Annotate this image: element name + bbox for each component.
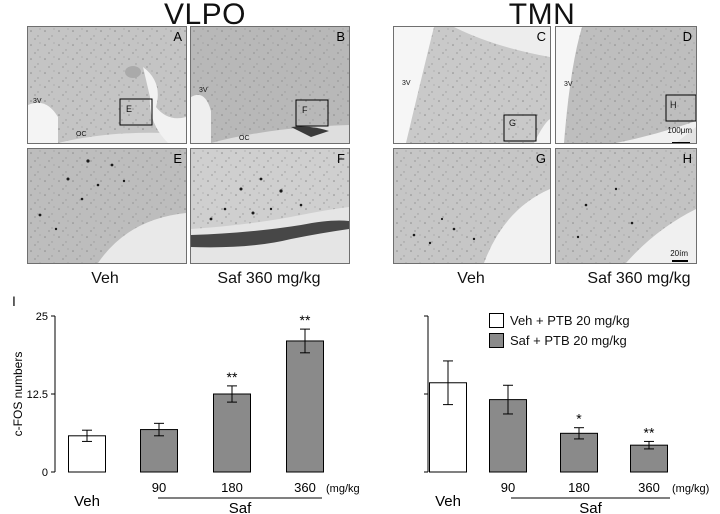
inset-label-h: H	[670, 100, 677, 110]
panel-letter-c: C	[536, 29, 546, 44]
panel-letter-f: F	[337, 151, 345, 166]
right-saf-label: Saf 360 mg/kg	[587, 270, 691, 287]
category-label: Veh	[74, 493, 100, 510]
y-axis-label: c-FOS numbers	[11, 352, 25, 437]
group-label: Saf	[229, 500, 252, 514]
bar	[140, 429, 178, 473]
scale-bar-100um: 100μm	[667, 126, 692, 135]
micrograph-f-texture	[191, 149, 349, 263]
label-3v-c: 3V	[402, 80, 411, 87]
micrograph-h-texture	[556, 149, 696, 263]
legend-swatch-saf	[489, 332, 504, 348]
label-3v-a: 3V	[33, 98, 42, 105]
legend-item: Veh + PTB 20 mg/kg	[489, 310, 689, 330]
inset-label-g: G	[509, 118, 517, 128]
panel-letter-e: E	[173, 151, 182, 166]
y-tick-label: 12.5	[27, 389, 48, 401]
panel-letter-h: H	[682, 151, 692, 166]
bar	[213, 393, 251, 473]
micrograph-g-texture	[394, 149, 550, 263]
category-label: 180	[221, 480, 243, 495]
micrograph-panel-c: C 3V G	[393, 26, 551, 144]
category-label: 360	[638, 480, 660, 495]
vlpo-heading: VLPO	[163, 0, 247, 31]
label-oc-b: OC	[239, 135, 250, 142]
legend: Veh + PTB 20 mg/kg Saf + PTB 20 mg/kg	[489, 310, 689, 350]
inset-label-e: E	[126, 104, 133, 114]
micrograph-a-texture	[28, 27, 186, 143]
micrograph-c-texture	[394, 27, 550, 143]
tmn-heading: TMN	[508, 0, 576, 31]
significance-marker: **	[300, 312, 311, 328]
micrograph-d-texture	[556, 27, 696, 143]
micrograph-panel-f: F	[190, 148, 350, 264]
micrograph-e-texture	[28, 149, 186, 263]
significance-marker: **	[227, 369, 238, 385]
scale-bar-20um: 20ím	[670, 249, 688, 258]
label-3v-b: 3V	[199, 87, 208, 94]
bar	[560, 432, 598, 473]
micrograph-panel-a: A 3V OC E	[27, 26, 187, 144]
panel-letter-d: D	[682, 29, 692, 44]
left-saf-label: Saf 360 mg/kg	[217, 270, 321, 287]
category-label: Veh	[435, 493, 461, 510]
micrograph-panel-d: D 3V H 100μm	[555, 26, 697, 144]
panel-letter-a: A	[173, 29, 182, 44]
group-label: Saf	[579, 500, 602, 514]
micrograph-panel-h: H 20ím	[555, 148, 697, 264]
legend-label-saf: Saf + PTB 20 mg/kg	[510, 332, 627, 348]
chart-vlpo: 0 12.5 25 c-FOS numbers ** ** Veh 90 180 360 (mg/k…	[11, 311, 360, 514]
label-oc-a: OC	[76, 131, 87, 138]
panel-letter-b: B	[336, 29, 345, 44]
category-label: 360	[294, 480, 316, 495]
legend-label-veh: Veh + PTB 20 mg/kg	[510, 312, 630, 328]
unit-label: (mg/kg)	[326, 483, 360, 495]
unit-label: (mg/kg)	[672, 483, 709, 495]
micrograph-panel-b: B 3V OC F	[190, 26, 350, 144]
significance-marker: *	[576, 411, 582, 427]
category-label: 90	[501, 480, 515, 495]
micrograph-b-texture	[191, 27, 349, 143]
panel-i-label: I	[12, 293, 16, 309]
right-veh-label: Veh	[457, 270, 485, 287]
bar	[286, 340, 324, 473]
micrograph-panel-g: G	[393, 148, 551, 264]
panel-letter-g: G	[535, 151, 546, 166]
left-veh-label: Veh	[91, 270, 119, 287]
legend-item: Saf + PTB 20 mg/kg	[489, 330, 689, 350]
legend-swatch-veh	[489, 312, 504, 328]
category-label: 90	[152, 480, 166, 495]
category-label: 180	[568, 480, 590, 495]
y-tick-label: 25	[36, 311, 48, 323]
y-tick-label: 0	[42, 467, 48, 479]
micrograph-panel-e: E	[27, 148, 187, 264]
inset-label-f: F	[302, 105, 308, 115]
label-3v-d: 3V	[564, 81, 573, 88]
significance-marker: **	[644, 424, 655, 440]
